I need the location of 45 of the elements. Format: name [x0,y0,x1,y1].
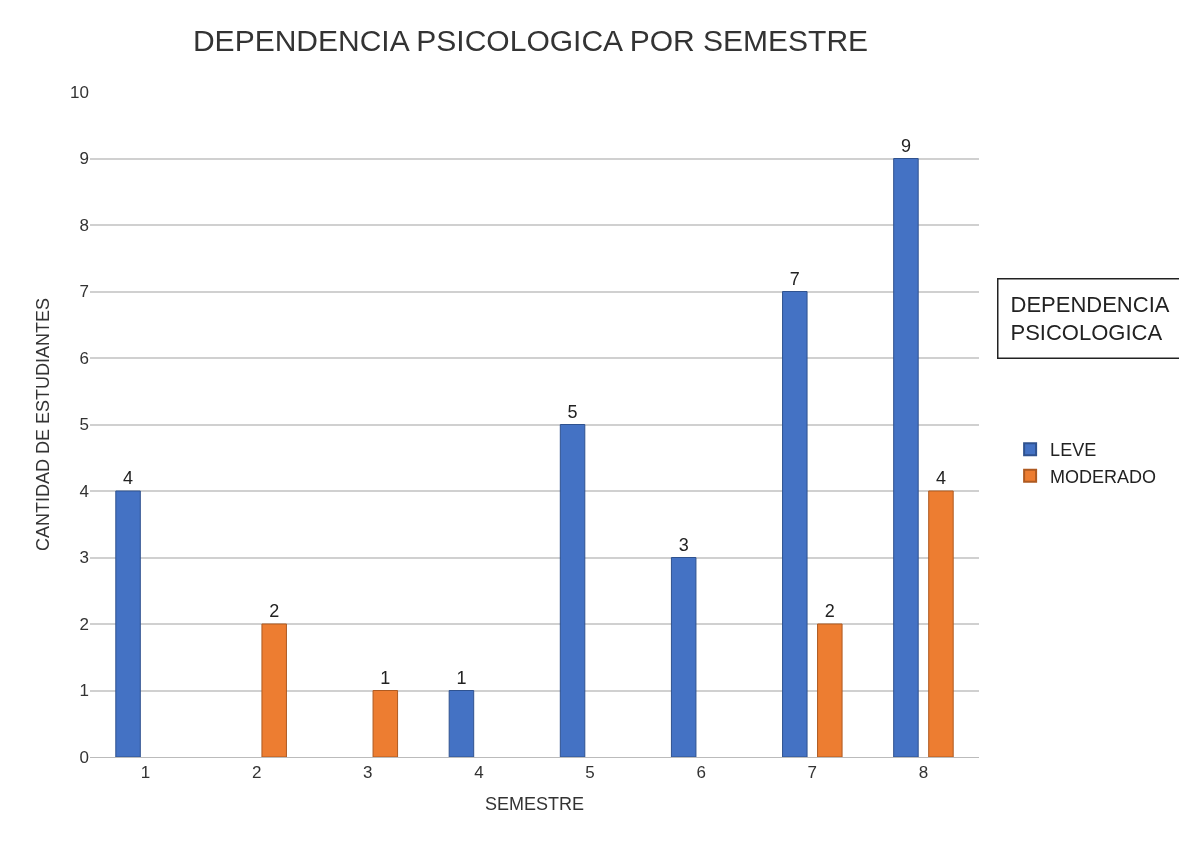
x-tick-label: 3 [363,763,373,783]
bar [893,158,919,757]
y-tick-label: 9 [79,149,89,169]
x-tick-label: 6 [696,763,706,783]
bar [448,690,475,757]
data-label: 1 [456,667,467,688]
y-tick-label: 3 [79,548,89,568]
y-tick-label: 10 [70,82,89,102]
x-tick-label: 1 [140,763,151,783]
chart-title: DEPENDENCIA PSICOLOGICA POR SEMESTRE [192,23,869,57]
y-tick-label: 7 [79,282,89,302]
data-label: 5 [567,401,578,422]
y-tick-label: 5 [79,415,89,435]
data-label: 9 [900,135,911,156]
bar [817,623,843,757]
y-axis-title: CANTIDAD DE ESTUDIANTES [33,297,54,552]
x-tick-label: 8 [918,763,929,783]
legend-title: DEPENDENCIA PSICOLOGICA [1010,291,1170,346]
bar [261,623,287,757]
x-axis-title: SEMESTRE [484,793,585,814]
bar [928,490,954,757]
x-tick-label: 2 [251,763,262,783]
legend-label: MODERADO [1050,466,1157,487]
bar [782,291,808,757]
y-tick-label: 8 [79,215,89,235]
bar [559,424,586,757]
y-tick-label: 2 [79,614,89,634]
x-tick-label: 4 [474,763,484,783]
y-tick-label: 1 [79,681,89,701]
legend-label: LEVE [1050,440,1097,461]
y-tick-label: 4 [79,481,89,501]
data-label: 2 [824,601,835,621]
data-label: 4 [935,468,946,488]
bar [115,490,141,757]
x-tick-label: 7 [807,763,818,783]
bar [670,557,697,757]
y-tick-label: 6 [79,348,89,368]
data-label: 7 [789,268,800,289]
data-label: 1 [380,667,391,688]
data-label: 3 [678,534,689,555]
y-tick-label: 0 [79,747,89,767]
bar [372,690,399,757]
x-tick-label: 5 [585,763,595,783]
data-label: 4 [123,468,134,488]
data-label: 2 [269,601,280,621]
